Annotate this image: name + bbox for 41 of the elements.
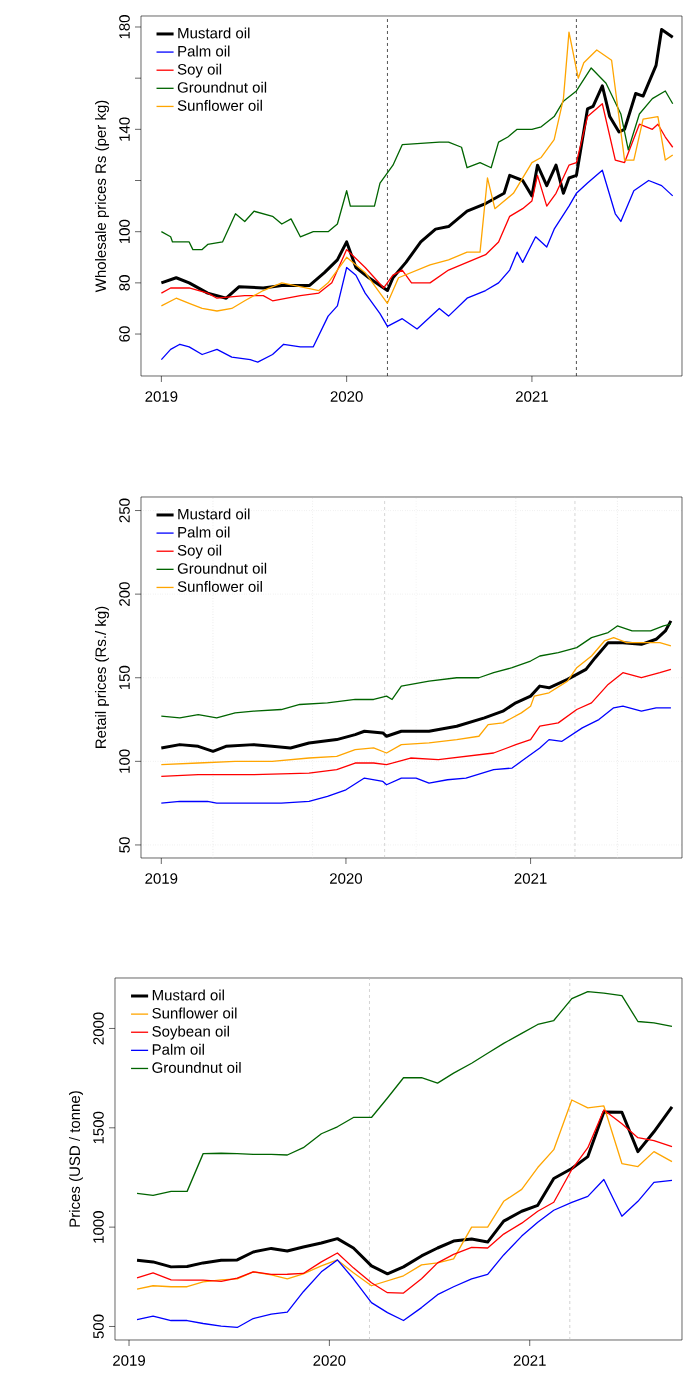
- legend-label: Soy oil: [177, 63, 222, 78]
- y-tick-label: 180: [119, 15, 130, 39]
- legend-label: Groundnut oil: [152, 1061, 241, 1073]
- x-tick-label: 2021: [515, 391, 548, 402]
- y-tick-label: 2000: [93, 1012, 104, 1045]
- legend-label: Palm oil: [178, 526, 230, 538]
- x-tick-label: 2020: [330, 873, 363, 884]
- y-tick-label: 50: [119, 837, 130, 853]
- x-tick-label: 2019: [113, 1355, 145, 1366]
- legend-label: Sunflower oil: [177, 99, 262, 111]
- y-tick-label: 1500: [93, 1111, 104, 1144]
- y-axis-title: Wholesale prices Rs (per kg): [95, 100, 109, 293]
- y-axis-title: Prices (USD / tonne): [69, 1091, 83, 1227]
- x-tick-label: 2021: [514, 873, 547, 884]
- legend-label: Groundnut oil: [177, 81, 267, 93]
- legend-label: Palm oil: [178, 45, 230, 57]
- legend-label: Mustard oil: [152, 989, 224, 1001]
- y-tick-label: 500: [93, 1314, 104, 1339]
- legend-label: Sunflower oil: [177, 580, 262, 592]
- y-tick-label: 1000: [93, 1211, 104, 1243]
- y-tick-label: 150: [119, 665, 130, 690]
- y-tick-label: 100: [119, 219, 130, 244]
- x-tick-label: 2020: [313, 1355, 346, 1366]
- y-tick-label: 250: [119, 498, 130, 523]
- y-tick-label: 200: [119, 582, 130, 606]
- legend-label: Mustard oil: [178, 27, 250, 39]
- y-tick-label: 100: [119, 749, 130, 773]
- x-tick-label: 2019: [145, 873, 178, 884]
- legend-label: Palm oil: [152, 1043, 204, 1055]
- legend-label: Sunflower oil: [152, 1007, 237, 1019]
- legend-label: Groundnut oil: [177, 562, 267, 574]
- x-tick-label: 2021: [513, 1355, 546, 1366]
- y-tick-label: 140: [119, 117, 130, 141]
- x-tick-label: 2020: [330, 391, 363, 402]
- y-tick-label: 60: [119, 326, 130, 342]
- legend-label: Mustard oil: [178, 508, 250, 520]
- y-axis-title: Retail prices (Rs./ kg): [95, 606, 109, 748]
- y-tick-label: 80: [119, 275, 130, 291]
- legend-label: Soy oil: [177, 544, 222, 559]
- legend-label: Soybean oil: [152, 1025, 229, 1040]
- x-tick-label: 2019: [145, 391, 178, 402]
